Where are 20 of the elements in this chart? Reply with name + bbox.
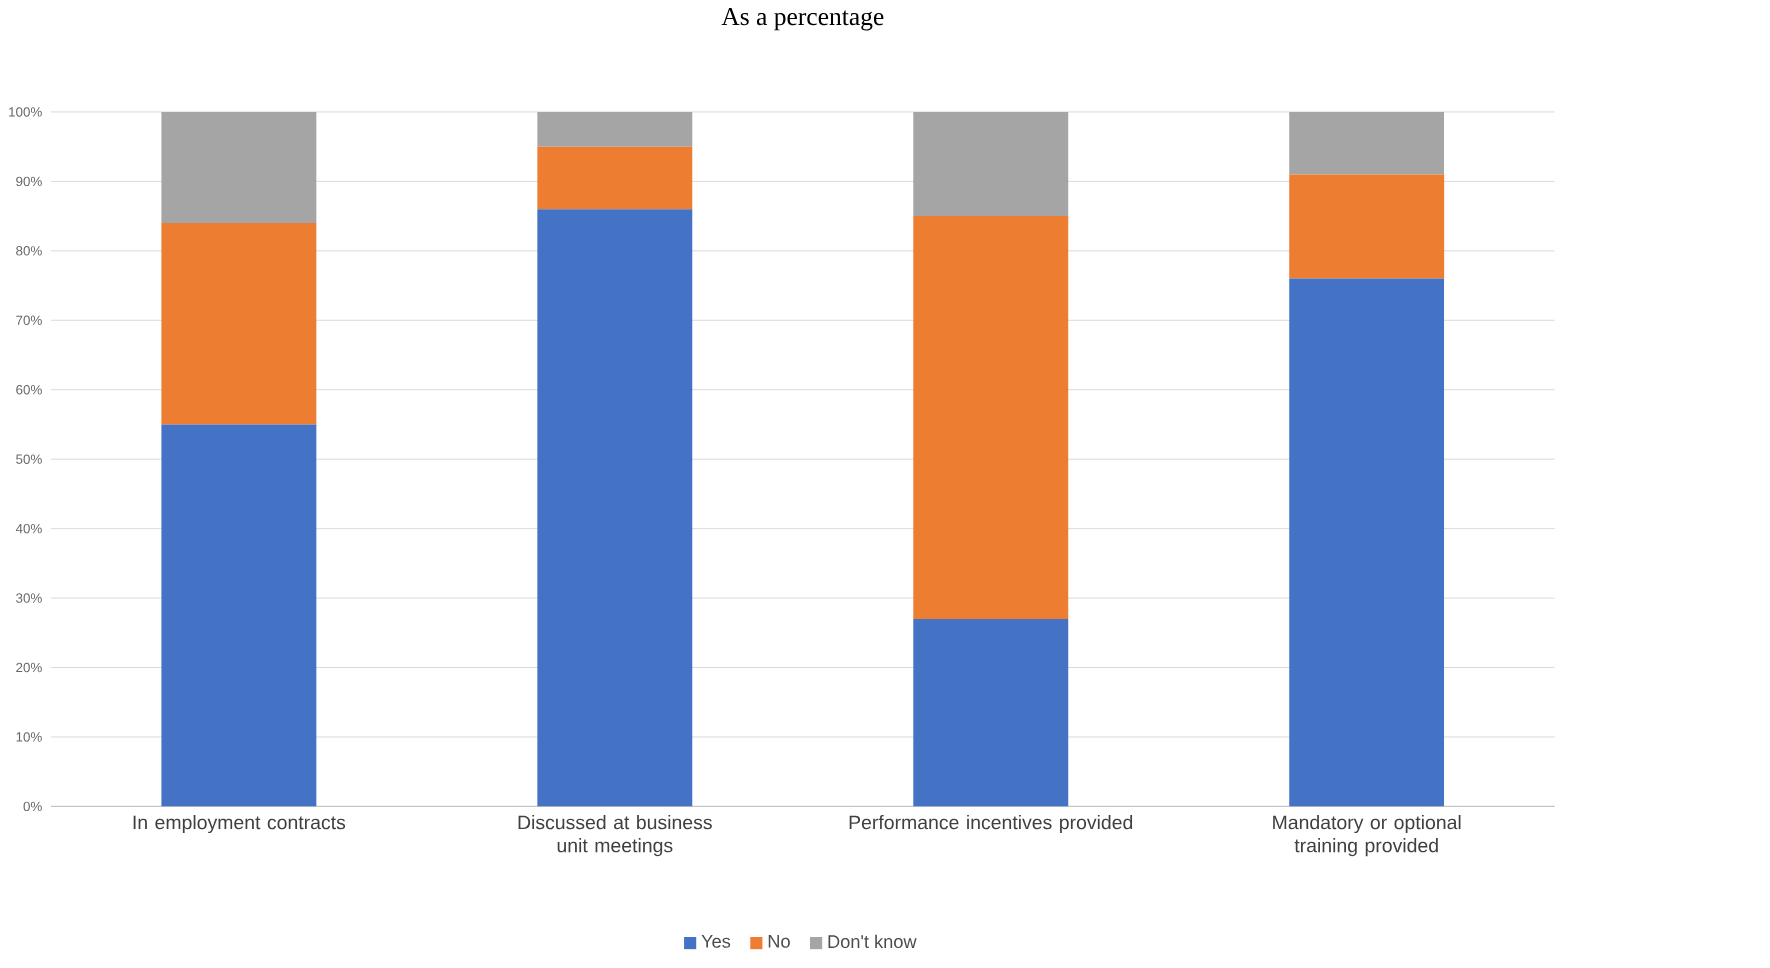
bar [161, 222, 317, 425]
legend-label: Yes [701, 934, 731, 948]
bar [913, 111, 1069, 216]
x-tick-label: Performance incentives provided [849, 814, 1133, 833]
bar [913, 215, 1069, 619]
legend-label: No [768, 934, 790, 948]
bar [161, 424, 317, 807]
bar [1289, 278, 1445, 807]
bar [1289, 174, 1445, 279]
bar [537, 208, 693, 807]
x-tick-label: Mandatory or optional training provided [1273, 814, 1461, 856]
bar [1289, 111, 1445, 175]
x-tick-label: Discussed at business unit meetings [518, 814, 712, 856]
bar [537, 111, 693, 147]
bar [913, 618, 1069, 807]
chart-title: As a percentage [721, 7, 884, 31]
bar [161, 111, 317, 223]
bar [537, 146, 693, 209]
x-tick-label: In employment contracts [133, 814, 346, 833]
legend-label: Don't know [828, 934, 917, 948]
